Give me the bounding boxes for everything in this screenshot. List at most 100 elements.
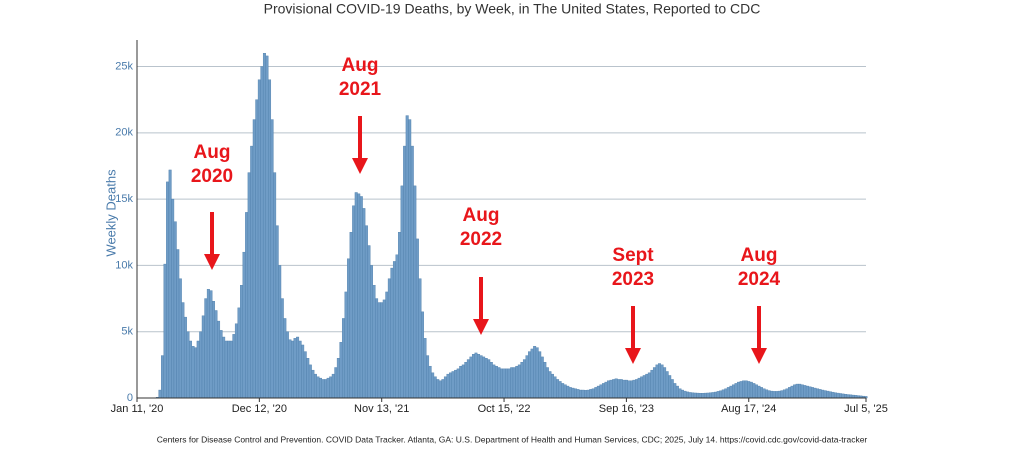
bar xyxy=(596,385,600,399)
bar xyxy=(273,172,277,399)
bar xyxy=(456,368,460,399)
x-tick-label: Oct 15, '22 xyxy=(478,403,531,415)
bar xyxy=(795,383,799,399)
bar xyxy=(589,389,593,399)
bar xyxy=(339,342,343,399)
bar xyxy=(324,379,328,399)
x-tick-label: Jan 11, '20 xyxy=(111,403,164,415)
y-tick-label: 0 xyxy=(127,392,133,404)
bar xyxy=(189,340,193,399)
bar xyxy=(278,265,282,399)
bar xyxy=(734,383,738,399)
bar xyxy=(729,385,733,399)
bar xyxy=(510,367,514,399)
bar xyxy=(158,389,162,399)
bar xyxy=(222,336,226,399)
bar xyxy=(168,169,172,399)
annotation-text: 2023 xyxy=(612,269,654,290)
bar xyxy=(247,172,251,399)
bar xyxy=(313,373,317,399)
bar xyxy=(227,340,231,399)
bar xyxy=(576,389,580,399)
bar xyxy=(400,185,404,399)
bar xyxy=(331,373,335,399)
bar xyxy=(413,185,417,399)
bar xyxy=(525,355,529,399)
bar xyxy=(558,381,562,399)
bar xyxy=(194,347,198,399)
bar xyxy=(367,245,371,399)
bar xyxy=(206,289,210,399)
bar xyxy=(454,369,458,399)
bar xyxy=(810,387,814,399)
y-axis-label: Weekly Deaths xyxy=(103,169,118,257)
y-tick-label: 10k xyxy=(115,259,133,271)
bar xyxy=(474,352,478,399)
bar xyxy=(818,389,822,399)
bar xyxy=(186,331,190,399)
bar xyxy=(568,387,572,399)
bar xyxy=(268,79,272,399)
bar xyxy=(709,392,712,399)
bar xyxy=(591,388,595,399)
annotation-text: Aug xyxy=(194,142,231,163)
bar xyxy=(650,369,654,399)
bar xyxy=(334,367,338,399)
bar xyxy=(545,367,549,399)
bar xyxy=(571,387,575,399)
bar xyxy=(466,359,470,399)
bar xyxy=(696,392,700,399)
bar xyxy=(816,388,820,399)
bar xyxy=(505,368,509,399)
bar xyxy=(471,354,475,399)
bar xyxy=(494,365,498,399)
bar xyxy=(752,383,756,399)
bar xyxy=(306,358,310,399)
x-tick-label: Sep 16, '23 xyxy=(599,403,654,415)
bar xyxy=(265,55,269,399)
bar xyxy=(788,387,792,399)
bar xyxy=(604,381,608,399)
bar xyxy=(301,344,305,399)
bar xyxy=(686,391,690,399)
bar xyxy=(321,379,325,399)
bar xyxy=(421,311,424,399)
bar xyxy=(609,379,613,399)
source-note: Centers for Disease Control and Preventi… xyxy=(157,434,868,444)
bar xyxy=(673,383,677,399)
bar xyxy=(229,340,233,399)
bar xyxy=(645,373,649,399)
bar xyxy=(614,378,618,399)
annotation-text: 2024 xyxy=(738,269,781,290)
bar xyxy=(469,356,473,399)
bar xyxy=(670,379,674,399)
annotation-text: 2021 xyxy=(339,79,382,100)
y-tick-label: 5k xyxy=(121,326,133,338)
bar xyxy=(403,145,407,399)
bar xyxy=(800,384,804,399)
bar xyxy=(219,330,223,399)
bar xyxy=(234,323,238,399)
bar xyxy=(237,307,241,399)
bar xyxy=(362,208,366,399)
bars xyxy=(155,53,868,399)
annotation-text: Aug xyxy=(463,205,500,226)
bar xyxy=(813,387,817,399)
bar xyxy=(668,375,672,399)
bar xyxy=(291,340,294,399)
bar xyxy=(512,367,516,399)
y-tick-label: 15k xyxy=(115,193,133,205)
bar xyxy=(370,265,373,399)
bar xyxy=(681,389,684,399)
bar xyxy=(288,339,292,399)
annotation-text: Aug xyxy=(741,245,778,266)
bar xyxy=(262,53,266,399)
bar xyxy=(459,365,463,399)
bar xyxy=(777,390,781,399)
bar xyxy=(431,372,435,399)
bar xyxy=(839,393,842,399)
bar xyxy=(171,198,175,399)
bar xyxy=(497,367,501,399)
bar xyxy=(405,115,409,399)
